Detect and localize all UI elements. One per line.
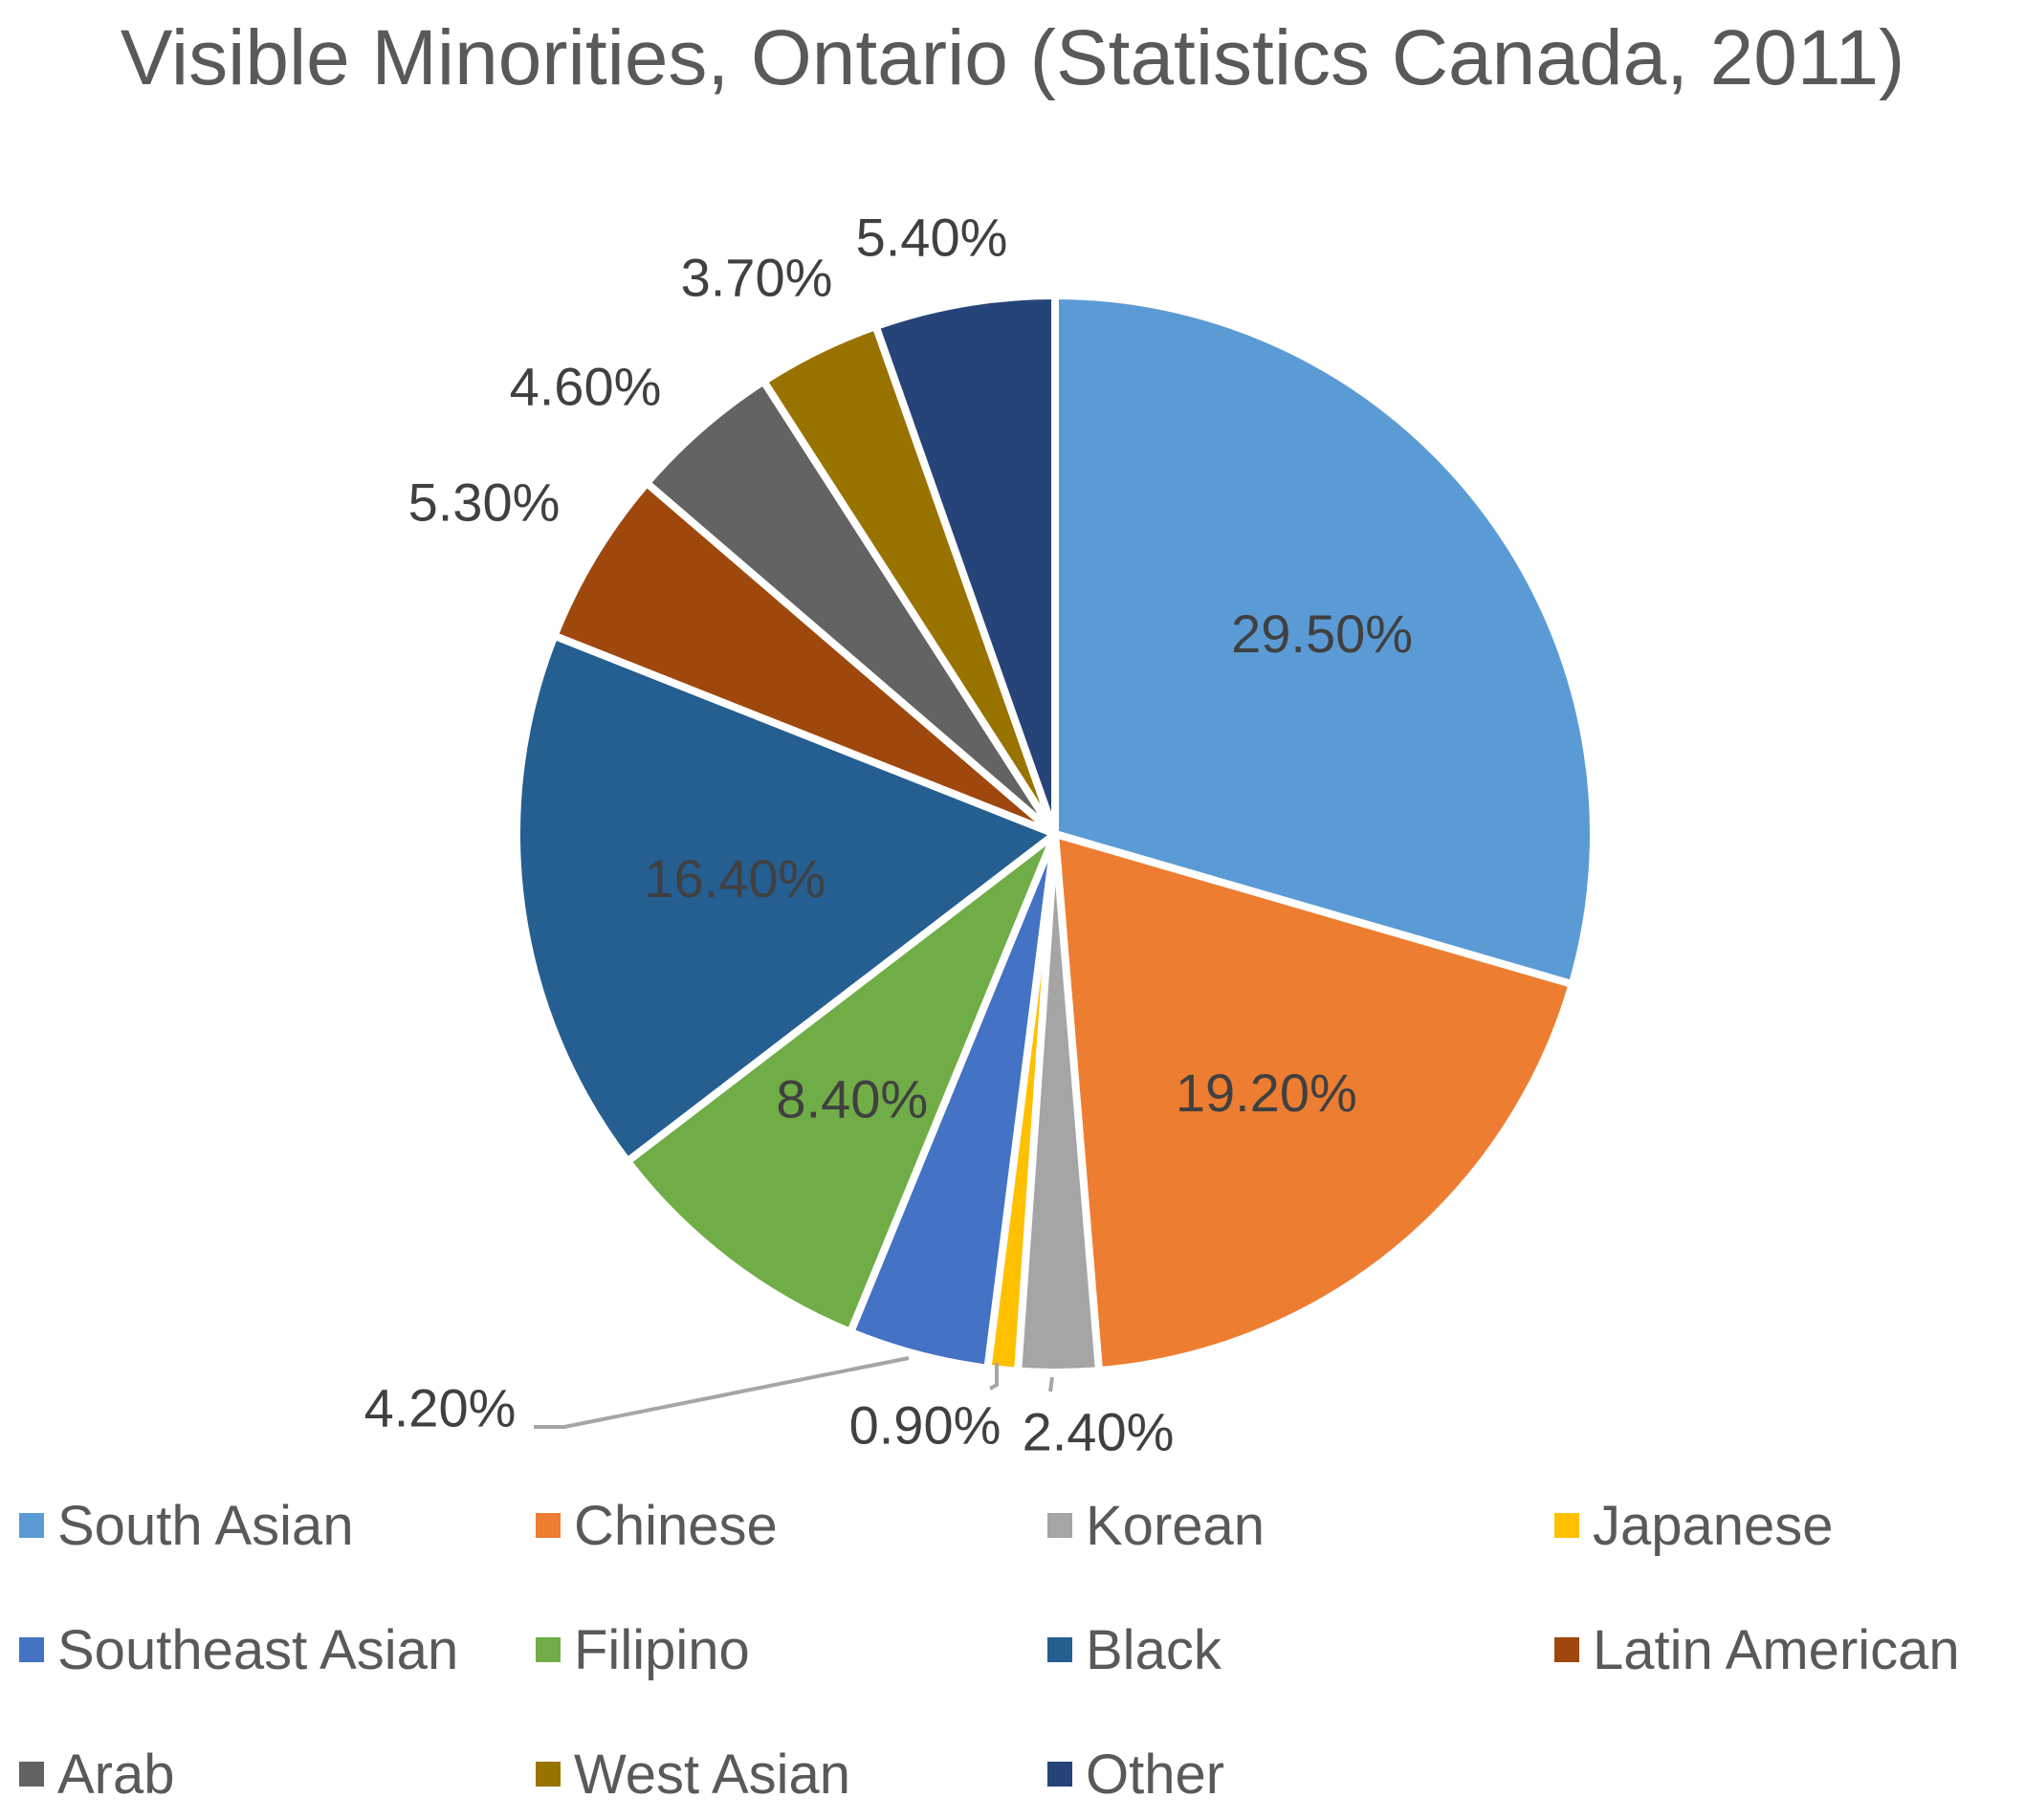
pie-chart: 29.50% 19.20% 2.40% 0.90% 4.20% 8.40% 16.40% 5.… bbox=[363, 207, 1598, 1462]
legend-swatch bbox=[536, 1637, 561, 1662]
legend-item-southeast-asian: Southeast Asian bbox=[19, 1616, 458, 1683]
legend-item-black: Black bbox=[1047, 1616, 1222, 1683]
data-label-west-asian: 3.70% bbox=[681, 248, 833, 308]
legend-item-south-asian: South Asian bbox=[19, 1492, 354, 1559]
legend-item-west-asian: West Asian bbox=[536, 1741, 850, 1808]
leader-line-southeast-asian bbox=[534, 1356, 910, 1429]
legend-item-filipino: Filipino bbox=[536, 1616, 750, 1683]
legend-label: Latin American bbox=[1593, 1618, 1960, 1681]
legend-label: Southeast Asian bbox=[57, 1618, 459, 1681]
data-label-arab: 4.60% bbox=[510, 357, 662, 417]
legend-label: Other bbox=[1086, 1743, 1225, 1806]
legend-item-latin-american: Latin American bbox=[1554, 1616, 1960, 1683]
legend-swatch bbox=[536, 1762, 561, 1787]
legend-label: West Asian bbox=[574, 1743, 851, 1806]
legend-label: Black bbox=[1086, 1618, 1222, 1681]
legend-item-other: Other bbox=[1047, 1741, 1224, 1808]
legend-label: Chinese bbox=[574, 1494, 778, 1557]
legend-label: Korean bbox=[1086, 1494, 1266, 1557]
legend-item-arab: Arab bbox=[19, 1741, 175, 1808]
legend-swatch bbox=[1047, 1513, 1072, 1538]
legend-label: Arab bbox=[57, 1743, 175, 1806]
legend-item-chinese: Chinese bbox=[536, 1492, 778, 1559]
legend-swatch bbox=[19, 1762, 44, 1787]
leader-line-japanese bbox=[989, 1363, 999, 1391]
chart-title: Visible Minorities, Ontario (Statistics … bbox=[120, 14, 1905, 101]
pie-slice-south-asian bbox=[1051, 292, 1598, 989]
pie-slice-other bbox=[871, 292, 1059, 838]
legend-label: Japanese bbox=[1593, 1494, 1834, 1557]
data-label-korean: 2.40% bbox=[1023, 1402, 1175, 1462]
pie-slice-chinese bbox=[1051, 830, 1576, 1375]
pie-slice-black bbox=[513, 631, 1059, 1166]
legend-label: Filipino bbox=[574, 1618, 750, 1681]
pie-slice-filipino bbox=[623, 830, 1059, 1336]
pie-slice-latin-american bbox=[550, 479, 1059, 838]
legend-label: South Asian bbox=[57, 1494, 354, 1557]
legend-swatch bbox=[19, 1637, 44, 1662]
legend-swatch bbox=[1554, 1513, 1579, 1538]
data-label-filipino: 8.40% bbox=[776, 1069, 928, 1129]
legend-swatch bbox=[19, 1513, 44, 1538]
legend-item-korean: Korean bbox=[1047, 1492, 1265, 1559]
legend-item-japanese: Japanese bbox=[1554, 1492, 1834, 1559]
data-label-south-asian: 29.50% bbox=[1231, 603, 1413, 664]
data-label-latin-american: 5.30% bbox=[408, 472, 561, 533]
legend-swatch bbox=[536, 1513, 561, 1538]
data-label-other: 5.40% bbox=[856, 208, 1008, 268]
leader-line-korean bbox=[1048, 1376, 1054, 1392]
chart-legend: South Asian Chinese Korean Japanese Southeas… bbox=[0, 1492, 2025, 1817]
data-label-chinese: 19.20% bbox=[1176, 1063, 1357, 1123]
legend-swatch bbox=[1047, 1637, 1072, 1662]
data-label-black: 16.40% bbox=[644, 848, 825, 909]
legend-swatch bbox=[1554, 1637, 1579, 1662]
data-label-japanese: 0.90% bbox=[849, 1395, 1001, 1456]
data-label-southeast-asian: 4.20% bbox=[364, 1378, 517, 1438]
legend-swatch bbox=[1047, 1762, 1072, 1787]
